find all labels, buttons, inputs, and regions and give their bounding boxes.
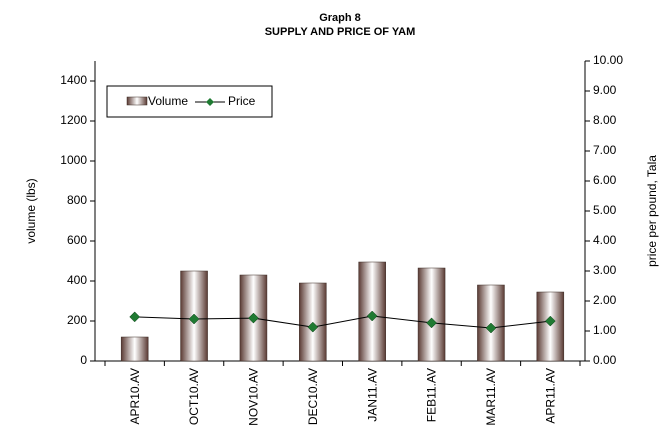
bar xyxy=(536,291,565,362)
x-tick-label: APR11.AV xyxy=(543,368,557,424)
y2-tick-label: 10.00 xyxy=(593,53,623,67)
x-tick-label: NOV10.AV xyxy=(247,368,261,426)
x-tick-label: DEC10.AV xyxy=(306,368,320,425)
price-marker xyxy=(188,313,200,325)
price-marker xyxy=(366,310,378,322)
x-tick-label: MAR11.AV xyxy=(484,368,498,426)
y-tick-label: 200 xyxy=(67,313,87,327)
legend-label: Price xyxy=(228,94,256,108)
y2-tick-label: 0.00 xyxy=(593,353,617,367)
y2-tick-label: 1.00 xyxy=(593,323,617,337)
price-marker xyxy=(248,312,259,324)
y-tick-label: 800 xyxy=(67,193,87,207)
y-tick-label: 1000 xyxy=(60,153,87,167)
x-tick-label: OCT10.AV xyxy=(187,368,201,425)
y2-tick-label: 4.00 xyxy=(593,233,617,247)
y-tick-label: 600 xyxy=(67,233,87,247)
y2-axis-label: price per pound, Tala xyxy=(645,155,659,267)
y2-tick-label: 5.00 xyxy=(593,203,617,217)
y-tick-label: 1200 xyxy=(60,113,87,127)
price-marker xyxy=(544,315,556,327)
y2-tick-label: 6.00 xyxy=(593,173,617,187)
y-tick-label: 400 xyxy=(67,273,87,287)
x-tick-label: APR10.AV xyxy=(128,368,142,424)
x-tick-label: FEB11.AV xyxy=(425,368,439,422)
price-line xyxy=(134,315,551,329)
chart-subtitle: SUPPLY AND PRICE OF YAM xyxy=(265,26,416,38)
bar xyxy=(120,336,149,362)
price-marker xyxy=(129,311,141,323)
price-marker xyxy=(426,317,437,329)
legend-marker xyxy=(206,98,214,106)
price-marker xyxy=(307,321,319,333)
price-marker xyxy=(485,322,497,334)
y2-tick-label: 7.00 xyxy=(593,143,617,157)
chart-title: Graph 8 xyxy=(319,12,361,24)
legend-swatch xyxy=(126,96,148,106)
y2-tick-label: 2.00 xyxy=(593,293,617,307)
y2-tick-label: 8.00 xyxy=(593,113,617,127)
y2-tick-label: 3.00 xyxy=(593,263,617,277)
y2-tick-label: 9.00 xyxy=(593,83,617,97)
bar xyxy=(417,267,446,362)
y-tick-label: 1400 xyxy=(60,73,87,87)
legend-label: Volume xyxy=(148,94,188,108)
x-tick-label: JAN11.AV xyxy=(365,368,379,422)
y-tick-label: 0 xyxy=(80,353,87,367)
y-axis-label: volume (lbs) xyxy=(24,178,38,243)
